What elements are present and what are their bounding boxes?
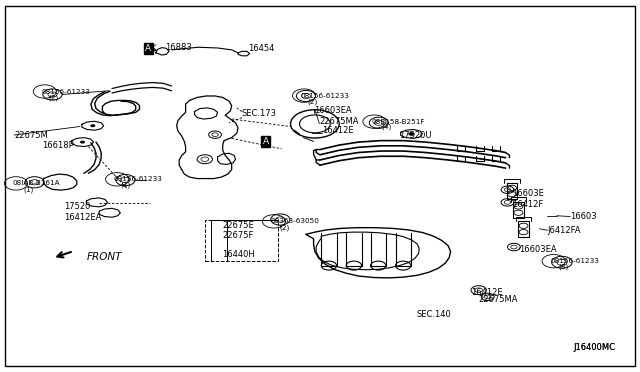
Text: SEC.173: SEC.173 <box>242 109 277 118</box>
Text: (4): (4) <box>381 124 392 131</box>
Text: 16440H: 16440H <box>222 250 255 259</box>
Text: 16454: 16454 <box>248 44 275 53</box>
Text: 16618P: 16618P <box>42 141 74 150</box>
Text: 16883: 16883 <box>165 43 192 52</box>
Text: SEC.140: SEC.140 <box>417 310 451 319</box>
Text: 16603EA: 16603EA <box>519 245 557 254</box>
Text: (2): (2) <box>48 94 58 101</box>
Text: 16412E: 16412E <box>471 288 502 297</box>
Text: (2): (2) <box>307 98 317 105</box>
Circle shape <box>80 141 85 144</box>
Bar <box>205 220 278 261</box>
Text: (2): (2) <box>280 224 290 231</box>
Text: 08B158-B251F: 08B158-B251F <box>371 119 425 125</box>
Text: (1): (1) <box>23 186 33 193</box>
Text: 17520: 17520 <box>64 202 90 211</box>
Text: 08156-61233: 08156-61233 <box>550 258 599 264</box>
Text: 16412F: 16412F <box>512 201 543 209</box>
Text: 16603EA: 16603EA <box>314 106 351 115</box>
Text: 22675M: 22675M <box>14 131 48 140</box>
Text: J6412FA: J6412FA <box>548 226 581 235</box>
Text: J16400MC: J16400MC <box>573 343 616 352</box>
Circle shape <box>408 132 415 136</box>
Text: 16603: 16603 <box>570 212 597 221</box>
Text: 17520U: 17520U <box>399 131 432 140</box>
Text: J16400MC: J16400MC <box>573 343 616 352</box>
Text: 16603E: 16603E <box>512 189 544 198</box>
Text: 08156-61233: 08156-61233 <box>301 93 349 99</box>
Text: 16412EA: 16412EA <box>64 213 101 222</box>
Text: A: A <box>262 137 269 146</box>
Text: 08IAB-B161A: 08IAB-B161A <box>13 180 60 186</box>
Text: 08156-61233: 08156-61233 <box>42 89 90 94</box>
Text: 22675F: 22675F <box>223 231 254 240</box>
Text: 16412E: 16412E <box>322 126 353 135</box>
Text: (8): (8) <box>559 264 569 270</box>
Text: (2): (2) <box>120 182 131 188</box>
Text: 22675MA: 22675MA <box>479 295 518 304</box>
Text: 08156-61233: 08156-61233 <box>114 176 163 182</box>
Text: 22675E: 22675E <box>223 221 255 230</box>
Circle shape <box>90 124 95 127</box>
Text: 22675MA: 22675MA <box>319 117 359 126</box>
Text: A: A <box>145 44 152 53</box>
Text: FRONT: FRONT <box>86 252 122 262</box>
Text: 08363-63050: 08363-63050 <box>271 218 319 224</box>
